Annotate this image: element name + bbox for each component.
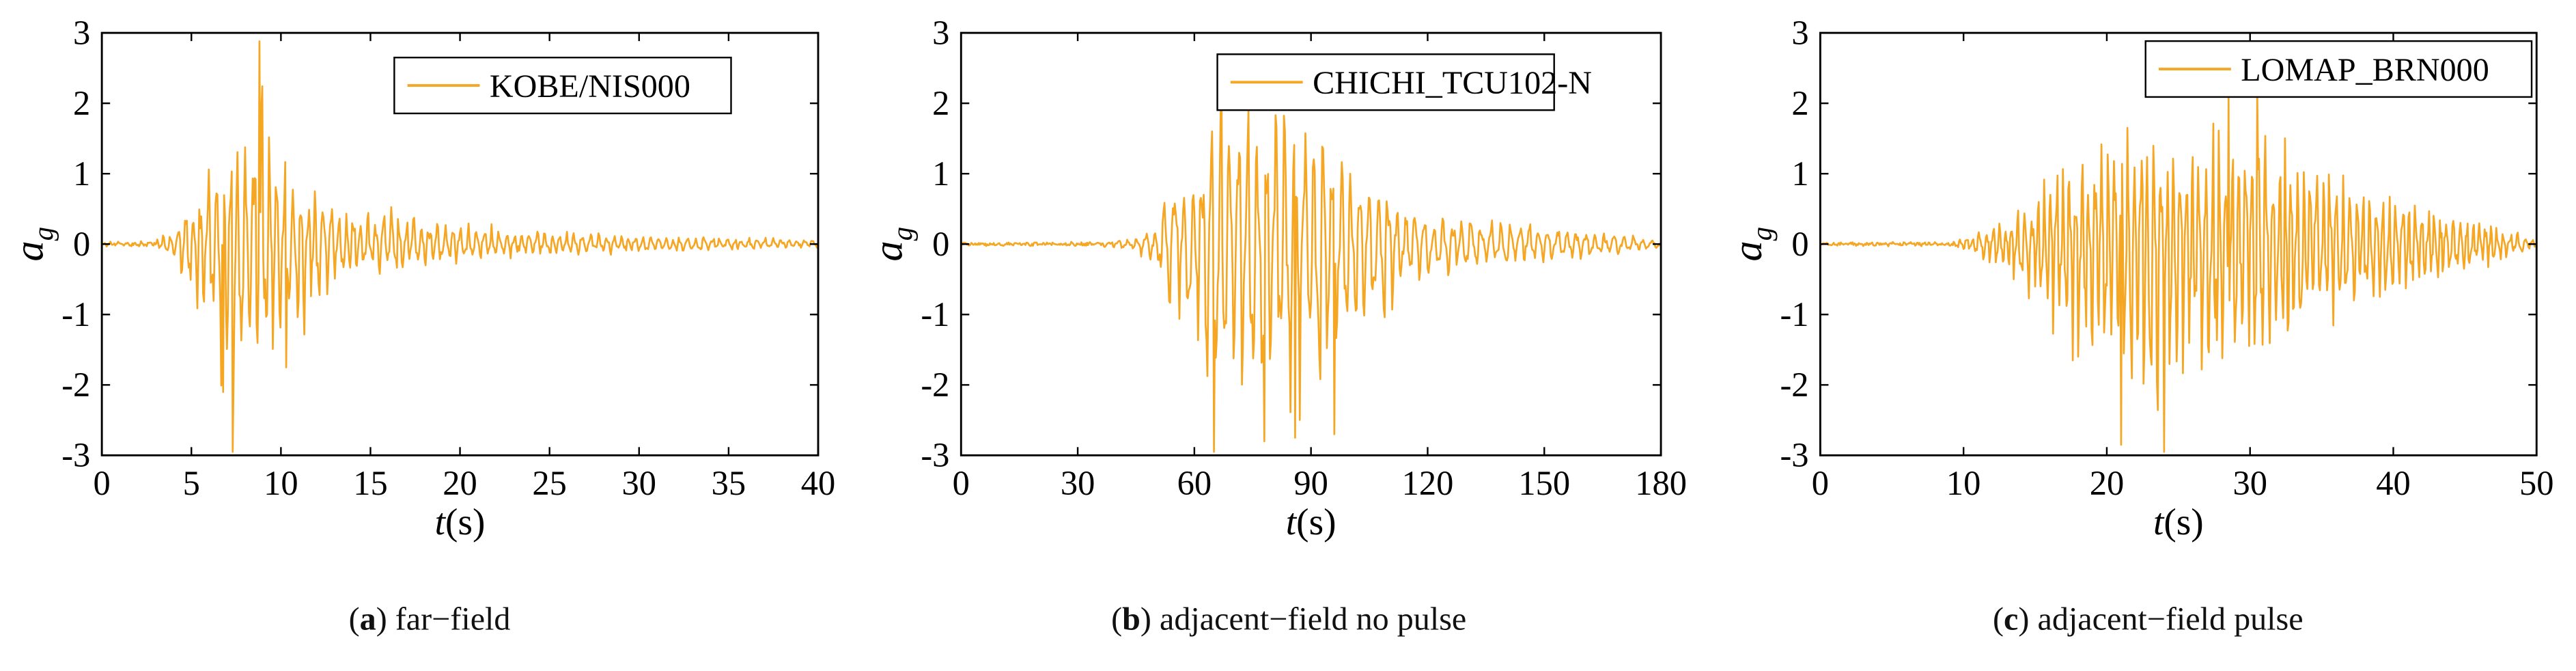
y-axis-sub-c: g xyxy=(1746,227,1777,241)
caption-c-text: adjacent−field pulse xyxy=(2037,601,2304,638)
chart-b: 0 30 60 90 120 150 180 -3 -2 -1 0 1 2 3 t(s) ag CHICHI_T… xyxy=(866,14,1687,543)
chart-c: 0 10 20 30 40 50 -3 -2 -1 0 1 2 3 t(s) ag LOMAP_BRN000 xyxy=(1725,14,2554,543)
x-tick-label-c: 30 xyxy=(2232,464,2267,502)
y-tick-label-c: 3 xyxy=(1791,14,1808,52)
y-axis-label-c: ag xyxy=(1725,227,1777,261)
y-tick-label-a: -2 xyxy=(61,366,90,404)
x-tick-label-c: 10 xyxy=(1946,464,1980,502)
x-axis-unit-c: (s) xyxy=(2164,501,2203,543)
y-tick-label-c: 1 xyxy=(1791,154,1808,193)
x-axis-var-b: t xyxy=(1286,501,1298,543)
caption-b-text: adjacent−field no pulse xyxy=(1159,601,1467,638)
y-tick-label-a: -1 xyxy=(61,295,90,333)
legend-label-b: CHICHI_TCU102-N xyxy=(1313,65,1592,101)
panel-c: 0 10 20 30 40 50 -3 -2 -1 0 1 2 3 t(s) ag LOMAP_BRN000 … xyxy=(1718,0,2576,670)
x-tick-label-a: 20 xyxy=(443,464,477,502)
x-axis-var-a: t xyxy=(435,501,447,543)
y-tick-label-a: -3 xyxy=(61,436,90,474)
x-tick-label-a: 40 xyxy=(801,464,835,502)
x-axis-label-a: t(s) xyxy=(435,501,486,543)
y-axis-label-b: ag xyxy=(866,227,918,261)
legend-label-a: KOBE/NIS000 xyxy=(490,68,690,105)
y-tick-label-c: -1 xyxy=(1780,295,1808,333)
x-axis-unit-a: (s) xyxy=(445,501,485,543)
caption-a-letter: a xyxy=(359,601,376,638)
y-axis-label-a: ag xyxy=(7,227,59,261)
caption-a-text: far−field xyxy=(395,601,511,638)
x-axis-unit-b: (s) xyxy=(1296,501,1336,543)
series-line-c xyxy=(1819,88,2537,453)
x-tick-label-b: 30 xyxy=(1061,464,1095,502)
x-tick-label-b: 60 xyxy=(1177,464,1212,502)
series-line-a xyxy=(101,40,820,453)
y-axis-var-a: a xyxy=(7,241,53,261)
panel-a: 0 5 10 15 20 25 30 35 40 -3 -2 -1 0 1 2 3 t(s) ag KOBE/NIS… xyxy=(0,0,859,670)
legend-label-c: LOMAP_BRN000 xyxy=(2241,52,2489,88)
y-tick-label-c: 2 xyxy=(1791,84,1808,122)
x-tick-label-b: 120 xyxy=(1402,464,1454,502)
x-tick-label-b: 180 xyxy=(1635,464,1687,502)
y-tick-label-b: -1 xyxy=(921,295,949,333)
x-tick-label-c: 20 xyxy=(2090,464,2125,502)
x-axis-var-c: t xyxy=(2153,501,2165,543)
caption-b: (b) adjacent−field no pulse xyxy=(1111,601,1467,638)
y-tick-label-c: -3 xyxy=(1780,436,1808,474)
y-tick-label-a: 0 xyxy=(73,225,90,263)
y-tick-label-b: 2 xyxy=(932,84,949,122)
x-tick-label-c: 40 xyxy=(2376,464,2411,502)
x-tick-label-c: 50 xyxy=(2519,464,2553,502)
x-tick-label-a: 30 xyxy=(622,464,657,502)
x-tick-label-a: 0 xyxy=(94,464,111,502)
caption-b-letter: b xyxy=(1122,601,1140,638)
caption-c-letter: c xyxy=(2004,601,2019,638)
y-axis-var-b: a xyxy=(866,241,912,261)
y-tick-label-b: -3 xyxy=(921,436,949,474)
x-tick-label-a: 25 xyxy=(532,464,566,502)
caption-c: (c) adjacent−field pulse xyxy=(1992,601,2304,638)
x-tick-label-a: 5 xyxy=(183,464,200,502)
y-axis-sub-a: g xyxy=(28,227,59,241)
y-tick-label-a: 1 xyxy=(73,154,90,193)
y-tick-label-c: -2 xyxy=(1780,366,1808,404)
y-tick-label-b: 3 xyxy=(932,14,949,52)
panel-b: 0 30 60 90 120 150 180 -3 -2 -1 0 1 2 3 t(s) ag CHICHI_T… xyxy=(859,0,1718,670)
caption-a: (a) far−field xyxy=(348,601,511,638)
x-tick-label-c: 0 xyxy=(1812,464,1829,502)
x-tick-label-a: 15 xyxy=(353,464,388,502)
chart-a: 0 5 10 15 20 25 30 35 40 -3 -2 -1 0 1 2 3 t(s) ag KOBE/NIS… xyxy=(7,14,836,543)
x-tick-label-b: 90 xyxy=(1293,464,1328,502)
y-axis-sub-b: g xyxy=(887,227,918,241)
x-axis-label-b: t(s) xyxy=(1286,501,1336,543)
y-tick-label-b: 1 xyxy=(932,154,949,193)
y-tick-label-c: 0 xyxy=(1791,225,1808,263)
series-line-b xyxy=(960,67,1662,453)
x-tick-label-a: 10 xyxy=(264,464,298,502)
y-tick-label-a: 3 xyxy=(73,14,90,52)
y-tick-label-a: 2 xyxy=(73,84,90,122)
x-tick-label-a: 35 xyxy=(712,464,746,502)
x-tick-label-b: 0 xyxy=(953,464,970,502)
x-axis-label-c: t(s) xyxy=(2153,501,2204,543)
y-axis-var-c: a xyxy=(1725,241,1771,261)
x-tick-label-b: 150 xyxy=(1518,464,1570,502)
y-tick-label-b: -2 xyxy=(921,366,949,404)
y-tick-label-b: 0 xyxy=(932,225,949,263)
